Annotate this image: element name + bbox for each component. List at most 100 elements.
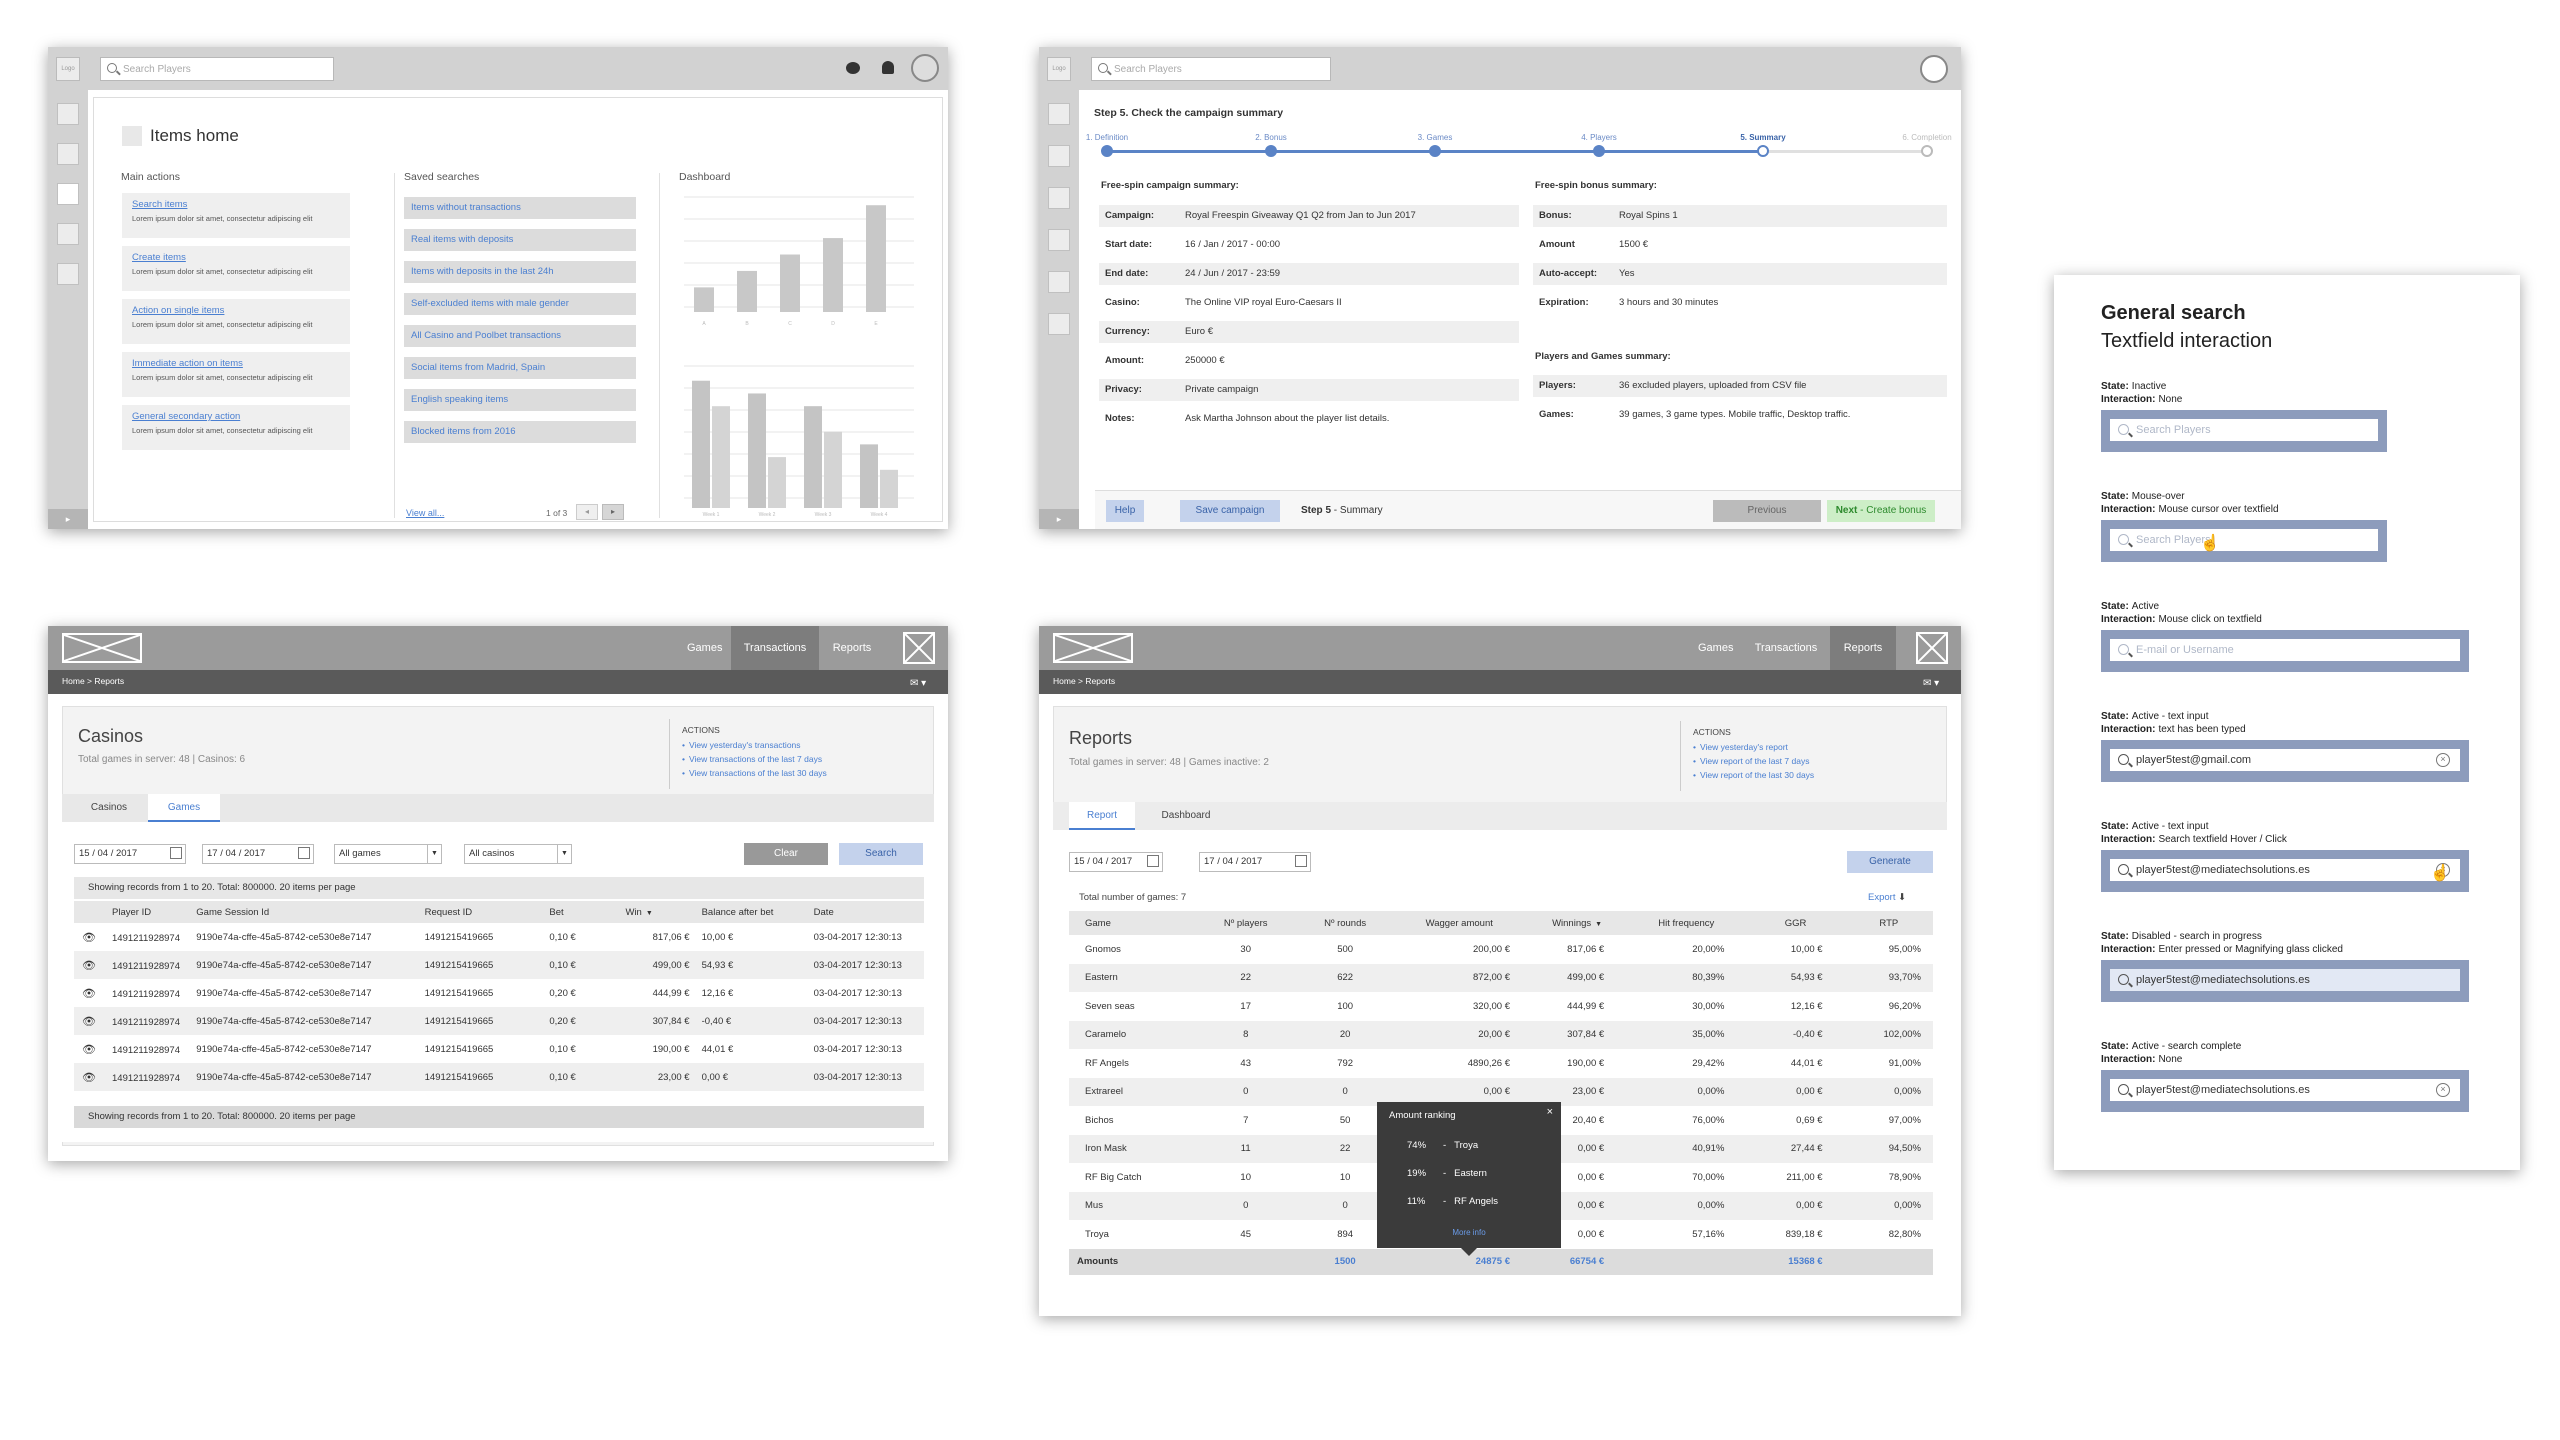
mail-icon[interactable]: ✉ ▾ (910, 678, 927, 689)
save-campaign-button[interactable]: Save campaign (1180, 500, 1280, 522)
sidebar-item[interactable] (1048, 103, 1070, 125)
step-complete-icon[interactable] (1593, 145, 1605, 157)
action-link[interactable]: • View report of the last 7 days (1693, 756, 1809, 766)
action-link[interactable]: Action on single items (132, 305, 225, 316)
column-header[interactable]: Nº players (1192, 911, 1300, 935)
column-header[interactable]: Request ID (419, 901, 544, 923)
action-link[interactable]: Immediate action on items (132, 358, 243, 369)
collapse-icon[interactable]: ▸ (48, 509, 88, 529)
eye-icon[interactable]: 👁 (82, 1015, 96, 1028)
clear-button[interactable]: Clear (744, 843, 828, 865)
calendar-icon[interactable] (1147, 855, 1159, 867)
avatar[interactable] (911, 54, 939, 82)
search-input[interactable]: Search Players (1091, 57, 1331, 81)
nav-reports[interactable]: Reports (1830, 626, 1896, 670)
sidebar-item[interactable] (1048, 145, 1070, 167)
action-link[interactable]: General secondary action (132, 411, 241, 422)
profile-image[interactable] (903, 632, 935, 664)
column-header[interactable]: Bet (543, 901, 619, 923)
action-link[interactable]: Create items (132, 252, 186, 263)
search-input[interactable]: Search Players ☝ (2110, 529, 2378, 552)
table-row[interactable]: Extrareel 0 0 0,00 € 23,00 € 0,00% 0,00 € 0,00% (1069, 1077, 1933, 1106)
sidebar-item[interactable] (57, 103, 79, 125)
table-row[interactable]: RF Angels 43 792 4890,26 € 190,00 € 29,42% 44,… (1069, 1049, 1933, 1078)
saved-search-item[interactable]: All Casino and Poolbet transactions (404, 325, 636, 347)
table-row[interactable]: Caramelo 8 20 20,00 € 307,84 € 35,00% -0,40 € 1… (1069, 1020, 1933, 1049)
sidebar-item[interactable] (1048, 229, 1070, 251)
search-icon[interactable] (2118, 644, 2129, 655)
tab-casinos[interactable]: Casinos (90, 802, 128, 813)
column-header[interactable]: Winnings ▼ (1528, 911, 1626, 935)
table-row[interactable]: 👁 1491211928974 9190e74a-cffe-45a5-8742-ce… (74, 951, 924, 979)
previous-button[interactable]: Previous (1713, 500, 1821, 522)
saved-search-item[interactable]: Self-excluded items with male gender (404, 293, 636, 315)
column-header[interactable]: Balance after bet (696, 901, 808, 923)
mail-icon[interactable]: ✉ ▾ (1923, 678, 1940, 689)
search-icon[interactable] (2118, 864, 2129, 875)
action-card[interactable]: Search items Lorem ipsum dolor sit amet, … (122, 193, 350, 238)
breadcrumb[interactable]: Home > Reports (1053, 676, 1116, 686)
step-complete-icon[interactable] (1101, 145, 1113, 157)
breadcrumb[interactable]: Home > Reports (62, 676, 125, 686)
eye-icon[interactable]: 👁 (82, 959, 96, 972)
eye-icon[interactable]: 👁 (82, 931, 96, 944)
column-header[interactable]: Player ID (74, 901, 190, 923)
step-label[interactable]: 6. Completion (1902, 133, 1952, 142)
action-link[interactable]: Search items (132, 199, 188, 210)
search-button[interactable]: Search (839, 843, 923, 865)
profile-image[interactable] (1916, 632, 1948, 664)
nav-transactions[interactable]: Transactions (1754, 642, 1818, 654)
clear-icon[interactable]: × (2436, 1083, 2450, 1097)
sidebar-item[interactable] (1048, 313, 1070, 335)
action-link[interactable]: • View yesterday's report (1693, 742, 1788, 752)
search-icon[interactable] (2118, 424, 2129, 435)
table-row[interactable]: 👁 1491211928974 9190e74a-cffe-45a5-8742-ce… (74, 979, 924, 1007)
table-row[interactable]: 👁 1491211928974 9190e74a-cffe-45a5-8742-ce… (74, 923, 924, 951)
column-header[interactable]: GGR (1746, 911, 1844, 935)
casinos-select[interactable]: All casinos ▼ (464, 844, 572, 864)
table-row[interactable]: Gnomos 30 500 200,00 € 817,06 € 20,00% 10,00 €… (1069, 935, 1933, 964)
action-link[interactable]: • View transactions of the last 7 days (682, 754, 822, 764)
sidebar-item[interactable] (1048, 271, 1070, 293)
step-current-icon[interactable] (1757, 145, 1769, 157)
sort-icon[interactable]: ▼ (645, 909, 653, 917)
action-link[interactable]: • View yesterday's transactions (682, 740, 801, 750)
search-icon[interactable] (2118, 1084, 2129, 1095)
table-row[interactable]: 👁 1491211928974 9190e74a-cffe-45a5-8742-ce… (74, 1035, 924, 1063)
column-header[interactable]: Win ▼ (619, 901, 695, 923)
step-label[interactable]: 3. Games (1417, 133, 1453, 142)
eye-icon[interactable]: 👁 (82, 987, 96, 1000)
step-label[interactable]: 1. Definition (1085, 133, 1129, 142)
search-input[interactable]: E-mail or Username (2110, 639, 2460, 661)
search-input[interactable]: player5test@mediatechsolutions.es × ☝ (2110, 859, 2460, 882)
saved-search-item[interactable]: English speaking items (404, 389, 636, 411)
next-page-button[interactable]: ▸ (602, 504, 624, 520)
saved-search-item[interactable]: Items with deposits in the last 24h (404, 261, 636, 283)
column-header[interactable]: Game (1069, 911, 1192, 935)
eye-icon[interactable]: 👁 (82, 1071, 96, 1084)
search-input[interactable]: player5test@gmail.com × (2110, 749, 2460, 771)
column-header[interactable]: Hit frequency (1626, 911, 1746, 935)
more-info-link[interactable]: More info (1452, 1228, 1486, 1237)
close-icon[interactable]: × (1546, 1106, 1553, 1118)
tab-report[interactable]: Report (1069, 802, 1135, 830)
column-header[interactable]: RTP (1845, 911, 1933, 935)
column-header[interactable]: Game Session Id (190, 901, 418, 923)
search-icon[interactable] (2118, 974, 2129, 985)
table-row[interactable]: 👁 1491211928974 9190e74a-cffe-45a5-8742-ce… (74, 1063, 924, 1091)
saved-search-item[interactable]: Real items with deposits (404, 229, 636, 251)
nav-games[interactable]: Games (687, 642, 723, 654)
search-icon[interactable] (2118, 534, 2129, 545)
search-icon[interactable] (2118, 754, 2129, 765)
column-header[interactable]: Date (808, 901, 924, 923)
calendar-icon[interactable] (1295, 855, 1307, 867)
chat-icon[interactable] (846, 62, 860, 74)
column-header[interactable]: Wagger amount (1391, 911, 1528, 935)
nav-reports[interactable]: Reports (832, 642, 872, 654)
games-select[interactable]: All games ▼ (334, 844, 442, 864)
step-label[interactable]: 5. Summary (1740, 133, 1786, 142)
avatar[interactable] (1920, 55, 1948, 83)
action-card[interactable]: Create items Lorem ipsum dolor sit amet, … (122, 246, 350, 291)
tab-dashboard[interactable]: Dashboard (1161, 810, 1211, 821)
next-button[interactable]: Next - Create bonus (1827, 500, 1935, 522)
